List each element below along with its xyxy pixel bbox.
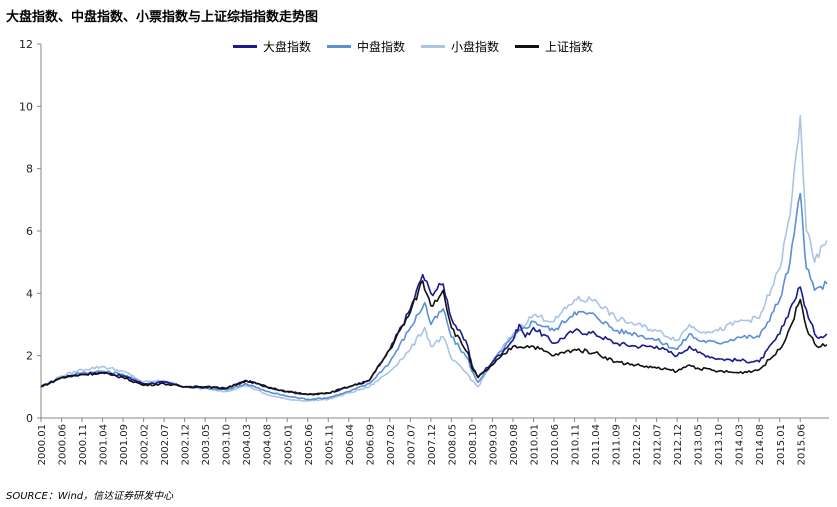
x-tick-label: 2003.05 — [201, 424, 212, 465]
x-tick-label: 2012.12 — [673, 424, 684, 465]
legend-label-mid-cap: 中盘指数 — [357, 40, 406, 54]
legend-swatch-mid-cap — [327, 45, 352, 48]
x-tick-label: 2003.10 — [222, 424, 233, 465]
x-tick-label: 2007.07 — [406, 424, 417, 465]
x-tick-label: 2001.09 — [119, 424, 130, 465]
x-tick-label: 2014.03 — [735, 424, 746, 465]
legend-item-shanghai: 上证指数 — [515, 38, 593, 55]
legend-swatch-small-cap — [421, 45, 446, 48]
y-tick-label: 4 — [26, 287, 33, 300]
series-line-3 — [40, 280, 828, 396]
x-tick-label: 2011.04 — [591, 424, 602, 465]
y-tick-label: 12 — [19, 38, 33, 51]
x-tick-label: 2009.08 — [509, 424, 520, 465]
legend-item-mid-cap: 中盘指数 — [327, 38, 405, 55]
legend: 大盘指数 中盘指数 小盘指数 上证指数 — [233, 38, 593, 55]
legend-swatch-shanghai — [515, 45, 540, 48]
x-tick-label: 2005.01 — [283, 424, 294, 465]
x-tick-label: 2002.12 — [181, 424, 192, 465]
source-note: SOURCE：Wind，信达证券研发中心 — [6, 491, 174, 502]
legend-label-small-cap: 小盘指数 — [451, 40, 500, 54]
x-tick-label: 2004.08 — [263, 424, 274, 465]
x-tick-label: 2015.01 — [776, 424, 787, 465]
x-tick-label: 2000.06 — [58, 424, 69, 465]
x-tick-label: 2010.06 — [550, 424, 561, 465]
x-tick-label: 2000.11 — [78, 424, 89, 465]
x-tick-label: 2007.12 — [427, 424, 438, 465]
x-tick-label: 2012.07 — [653, 424, 664, 465]
x-tick-label: 2013.05 — [694, 424, 705, 465]
x-tick-label: 2008.10 — [468, 424, 479, 465]
y-tick-label: 6 — [26, 225, 33, 238]
x-tick-label: 2013.10 — [714, 424, 725, 465]
x-tick-label: 2001.04 — [99, 424, 110, 465]
y-tick-label: 2 — [26, 350, 33, 363]
series-line-2 — [40, 114, 828, 402]
legend-swatch-large-cap — [233, 45, 257, 48]
x-tick-label: 2006.04 — [345, 424, 356, 465]
legend-item-large-cap: 大盘指数 — [233, 38, 311, 55]
legend-item-small-cap: 小盘指数 — [421, 38, 499, 55]
x-tick-label: 2012.02 — [632, 424, 643, 465]
x-tick-label: 2002.02 — [140, 424, 151, 465]
x-tick-label: 2004.03 — [242, 424, 253, 465]
x-tick-label: 2009.03 — [488, 424, 499, 465]
x-tick-label: 2005.11 — [324, 424, 335, 465]
x-tick-label: 2002.07 — [160, 424, 171, 465]
x-tick-label: 2011.09 — [612, 424, 623, 465]
y-tick-label: 8 — [26, 163, 33, 176]
chart-title: 大盘指数、中盘指数、小票指数与上证综指指数走势图 — [6, 10, 319, 25]
x-tick-label: 2010.01 — [530, 424, 541, 465]
x-tick-label: 2014.08 — [755, 424, 766, 465]
y-tick-label: 10 — [19, 100, 33, 113]
x-tick-label: 2010.11 — [571, 424, 582, 465]
y-tick-label: 0 — [26, 412, 33, 425]
x-tick-label: 2008.05 — [447, 424, 458, 465]
x-tick-label: 2005.06 — [304, 424, 315, 465]
legend-label-shanghai: 上证指数 — [545, 40, 594, 54]
series-line-0 — [40, 273, 828, 396]
x-tick-label: 2015.06 — [796, 424, 807, 465]
x-tick-label: 2000.01 — [37, 424, 48, 465]
x-tick-label: 2007.02 — [386, 424, 397, 465]
x-tick-label: 2006.09 — [365, 424, 376, 465]
legend-label-large-cap: 大盘指数 — [263, 40, 312, 54]
